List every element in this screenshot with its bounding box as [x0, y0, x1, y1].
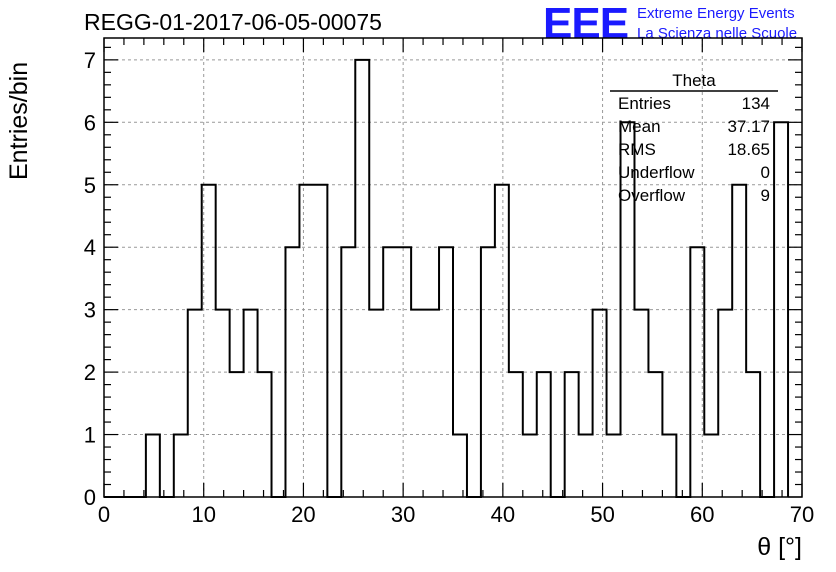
histogram-bin: [718, 310, 732, 497]
histogram-bin: [425, 310, 439, 497]
x-tick-label: 0: [98, 502, 110, 527]
x-axis-label: θ [°]: [757, 533, 802, 561]
y-tick-label: 5: [84, 173, 96, 198]
histogram-bin: [662, 435, 676, 497]
histogram-bin: [146, 435, 160, 497]
histogram-bin: [341, 247, 355, 497]
x-tick-label: 70: [790, 502, 814, 527]
histogram-bin: [188, 310, 202, 497]
histogram-bin: [607, 435, 621, 497]
histogram-bin: [411, 310, 425, 497]
histogram-bin: [355, 60, 369, 497]
stats-label-mean: Mean: [618, 117, 661, 136]
histogram-bin: [704, 435, 718, 497]
histogram-bin: [523, 435, 537, 497]
x-tick-label: 50: [590, 502, 614, 527]
stats-value-entries: 134: [742, 94, 770, 113]
plot-frame: [103, 37, 803, 498]
histogram-bin: [383, 247, 397, 497]
stats-value-mean: 37.17: [727, 117, 770, 136]
stats-label-overflow: Overflow: [618, 186, 686, 205]
y-tick-label: 0: [84, 485, 96, 510]
chart-title: REGG-01-2017-06-05-00075: [84, 9, 382, 35]
histogram: [104, 58, 790, 498]
histogram-bin: [216, 310, 230, 497]
histogram-bin: [299, 185, 313, 497]
x-tick-label: 30: [391, 502, 415, 527]
stats-title: Theta: [672, 71, 716, 90]
stats-value-overflow: 9: [761, 186, 770, 205]
stats-label-underflow: Underflow: [618, 163, 695, 182]
histogram-bin: [593, 310, 607, 497]
x-tick-label: 60: [690, 502, 714, 527]
histogram-bin: [174, 435, 188, 497]
histogram-bin: [244, 310, 258, 497]
y-tick-label: 7: [84, 48, 96, 73]
y-tick-label: 1: [84, 423, 96, 448]
histogram-bin: [579, 435, 593, 497]
histogram-bin: [634, 310, 648, 497]
stats-label-entries: Entries: [618, 94, 671, 113]
histogram-bin: [313, 185, 327, 497]
axes: 0 10 20 30 40 50 60 70 0 1 2 3 4 5 6 7: [84, 37, 814, 527]
stats-label-rms: RMS: [618, 140, 656, 159]
stats-value-rms: 18.65: [727, 140, 770, 159]
x-tick-label: 20: [291, 502, 315, 527]
histogram-outline: [104, 58, 790, 498]
x-tick-label: 10: [191, 502, 215, 527]
histogram-bin: [453, 435, 467, 497]
logo-line-1: Extreme Energy Events: [637, 5, 795, 22]
y-tick-label: 3: [84, 298, 96, 323]
stats-value-underflow: 0: [761, 163, 770, 182]
histogram-bin: [732, 185, 746, 497]
x-tick-label: 40: [491, 502, 515, 527]
histogram-bin: [258, 372, 272, 497]
y-tick-label: 2: [84, 360, 96, 385]
histogram-bin: [369, 310, 383, 497]
y-tick-label: 4: [84, 235, 96, 260]
histogram-bin: [495, 185, 509, 497]
y-tick-label: 6: [84, 110, 96, 135]
